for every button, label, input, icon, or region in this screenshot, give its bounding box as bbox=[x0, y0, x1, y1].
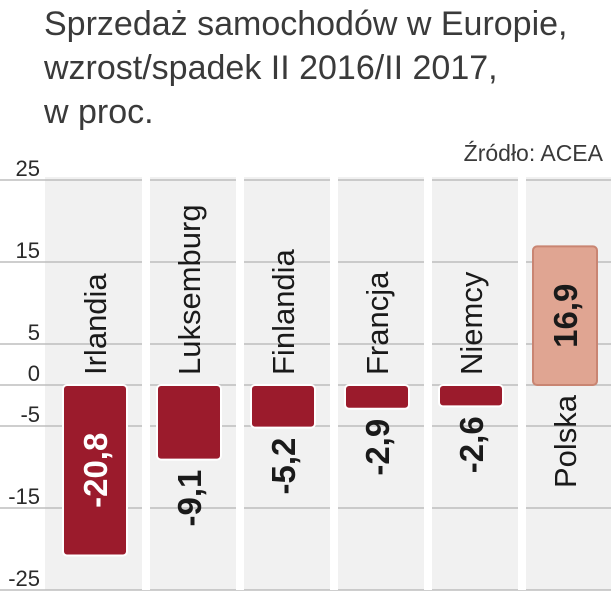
column-separator bbox=[236, 177, 244, 590]
bar-luksemburg bbox=[156, 384, 222, 461]
value-label-irlandia: -20,8 bbox=[77, 433, 114, 508]
title-line-3: w proc. bbox=[44, 93, 154, 131]
bar-finlandia bbox=[250, 384, 316, 429]
y-tick-label: 25 bbox=[16, 156, 40, 181]
value-label-francja: -2,9 bbox=[359, 419, 396, 476]
source-label: Źródło: ACEA bbox=[463, 140, 603, 166]
category-label-francja: Francja bbox=[360, 271, 395, 375]
category-label-irlandia: Irlandia bbox=[78, 273, 113, 375]
chart-title: Sprzedaż samochodów w Europie, wzrost/sp… bbox=[44, 2, 604, 134]
column-separator bbox=[518, 177, 526, 590]
y-tick-label: 0 bbox=[28, 361, 40, 386]
title-line-1: Sprzedaż samochodów w Europie, bbox=[44, 5, 568, 43]
y-tick-label: -5 bbox=[20, 402, 40, 427]
value-label-luksemburg: -9,1 bbox=[171, 470, 208, 527]
value-label-polska: 16,9 bbox=[547, 284, 584, 348]
bar-irlandia bbox=[62, 384, 128, 557]
column-separator bbox=[142, 177, 150, 590]
category-label-luksemburg: Luksemburg bbox=[172, 204, 207, 375]
y-tick-label: 5 bbox=[28, 320, 40, 345]
y-tick-label: 15 bbox=[16, 238, 40, 263]
plot-background bbox=[45, 177, 611, 590]
bar-polska bbox=[532, 245, 598, 386]
category-label-finlandia: Finlandia bbox=[266, 248, 301, 375]
y-tick-label: -25 bbox=[8, 566, 40, 591]
title-line-2: wzrost/spadek II 2016/II 2017, bbox=[44, 49, 498, 87]
column-separator bbox=[424, 177, 432, 590]
bar-niemcy bbox=[438, 384, 504, 408]
category-label-polska: Polska bbox=[548, 394, 583, 488]
column-separator bbox=[330, 177, 338, 590]
value-label-finlandia: -5,2 bbox=[265, 438, 302, 495]
bar-francja bbox=[344, 384, 410, 410]
value-label-niemcy: -2,6 bbox=[453, 416, 490, 473]
category-label-niemcy: Niemcy bbox=[454, 271, 489, 375]
y-tick-label: -15 bbox=[8, 484, 40, 509]
